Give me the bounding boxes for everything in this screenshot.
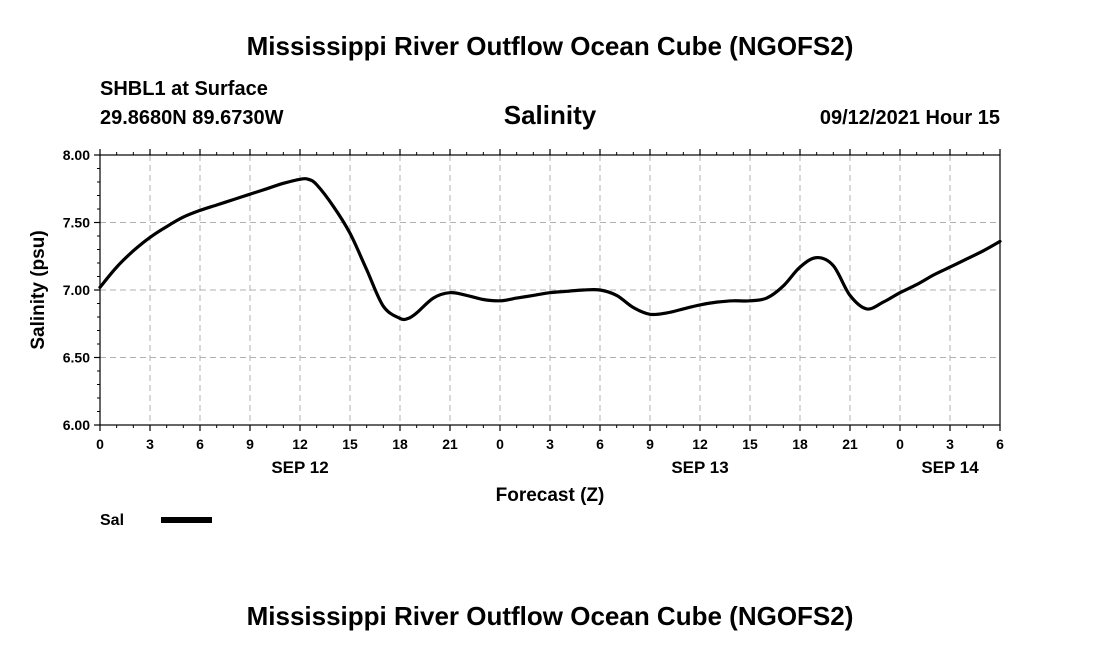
x-tick-label: 0	[96, 436, 104, 452]
x-axis-label: Forecast (Z)	[496, 485, 605, 506]
x-tick-label: 15	[742, 436, 758, 452]
footer-title: Mississippi River Outflow Ocean Cube (NG…	[247, 601, 854, 631]
y-tick-label: 6.00	[63, 417, 90, 433]
x-tick-label: 9	[246, 436, 254, 452]
x-tick-label: 21	[842, 436, 858, 452]
x-tick-label: 12	[292, 436, 308, 452]
x-tick-label: 3	[146, 436, 154, 452]
y-tick-labels: 6.00 6.50 7.00 7.50 8.00	[63, 147, 90, 433]
x-tick-label: 0	[896, 436, 904, 452]
y-tick-label: 8.00	[63, 147, 90, 163]
grid-lines	[100, 155, 1000, 425]
y-axis-label: Salinity (psu)	[28, 230, 49, 349]
day-label: SEP 13	[671, 458, 728, 477]
x-tick-label: 15	[342, 436, 358, 452]
day-labels: SEP 12 SEP 13 SEP 14	[271, 458, 979, 477]
x-tick-label: 18	[392, 436, 408, 452]
x-tick-label: 6	[596, 436, 604, 452]
y-tick-label: 6.50	[63, 350, 90, 366]
header-title: Mississippi River Outflow Ocean Cube (NG…	[247, 31, 854, 61]
x-tick-label: 6	[996, 436, 1004, 452]
day-label: SEP 12	[271, 458, 328, 477]
station-label: SHBL1 at Surface	[100, 78, 268, 100]
y-tick-label: 7.00	[63, 282, 90, 298]
series-layer	[98, 177, 1002, 322]
datetime-label: 09/12/2021 Hour 15	[820, 107, 1000, 129]
x-tick-label: 9	[646, 436, 654, 452]
coordinates-label: 29.8680N 89.6730W	[100, 107, 284, 129]
chart-title: Salinity	[504, 100, 597, 130]
x-tick-label: 6	[196, 436, 204, 452]
x-tick-label: 3	[546, 436, 554, 452]
plot-area: 6.00 6.50 7.00 7.50 8.00 0 3 6 9 12 15 18 21 0 3 6 9 12 1…	[63, 147, 1004, 477]
x-tick-label: 21	[442, 436, 458, 452]
x-tick-label: 12	[692, 436, 708, 452]
legend: Sal	[100, 512, 212, 529]
major-ticks	[94, 149, 1001, 431]
series-line-sal	[98, 177, 1002, 322]
x-tick-label: 0	[496, 436, 504, 452]
x-tick-label: 3	[946, 436, 954, 452]
y-tick-label: 7.50	[63, 215, 90, 231]
x-tick-labels: 0 3 6 9 12 15 18 21 0 3 6 9 12 15 18 21 0 3 6	[96, 436, 1004, 452]
legend-label-sal: Sal	[100, 512, 124, 529]
plot-frame	[99, 154, 1001, 426]
day-label: SEP 14	[921, 458, 979, 477]
x-tick-label: 18	[792, 436, 808, 452]
